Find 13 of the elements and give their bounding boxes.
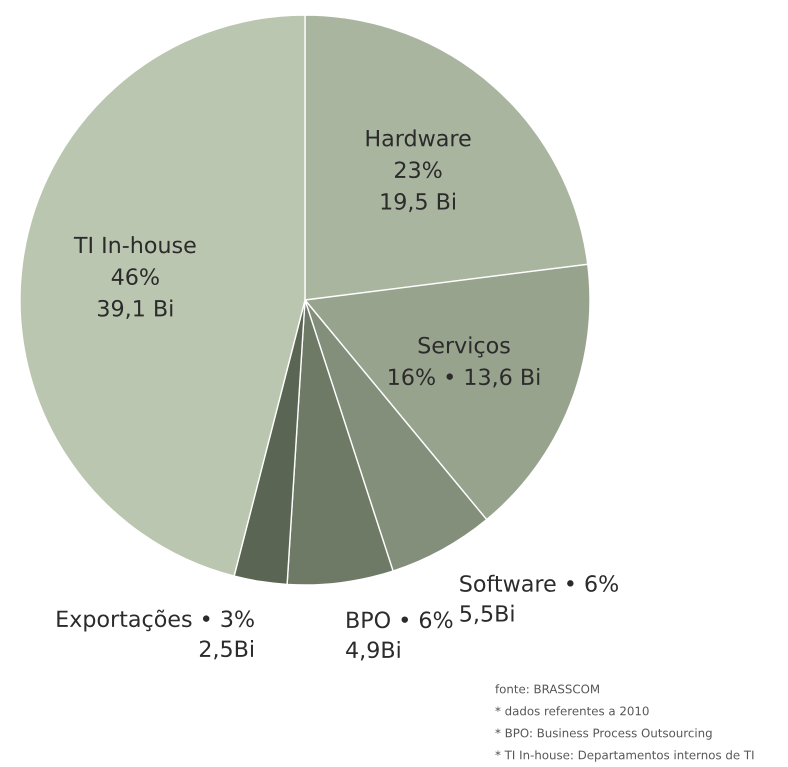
source-note: fonte: BRASSCOM (495, 684, 599, 694)
data-label: 23% 19,5 Bi (382, 161, 455, 212)
slice-label: Exportações • 3% 2,5Bi (57, 610, 254, 660)
text: * dados referentes a 2010 (495, 706, 649, 716)
data-label: 16% • 13,6 Bi (389, 368, 540, 388)
data-label: 46% 39,1 Bi (98, 268, 172, 319)
slice-label: BPO • 6% 4,9Bi (346, 611, 452, 660)
slice-label: Hardware (366, 129, 471, 147)
slice-label: TI In-house (74, 236, 196, 254)
slice-label: Serviços (418, 336, 510, 358)
slice-label: Software • 6% 5,5Bi (460, 574, 618, 624)
text: * BPO: Business Process Outsourcing (495, 728, 712, 740)
text: * TI In-house: Departamentos internos de TI (495, 750, 754, 762)
